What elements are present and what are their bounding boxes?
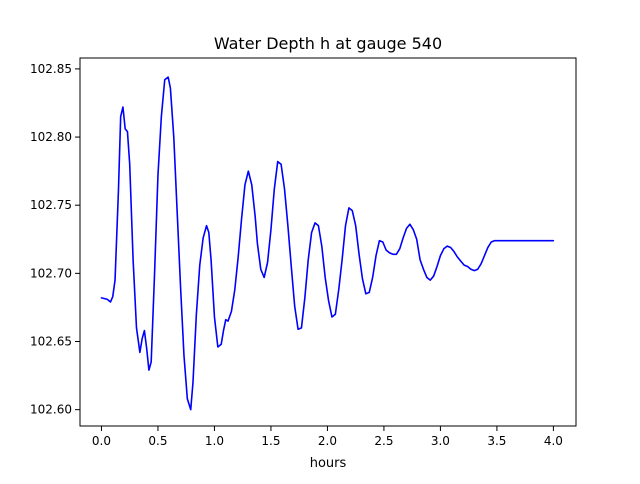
x-tick-label: 1.0	[205, 434, 224, 448]
x-axis-label: hours	[310, 456, 347, 471]
x-tick-label: 0.0	[92, 434, 111, 448]
x-tick-label: 4.0	[544, 434, 563, 448]
chart-title: Water Depth h at gauge 540	[214, 34, 442, 53]
y-tick-label: 102.80	[30, 130, 72, 144]
x-tick-label: 1.5	[261, 434, 280, 448]
series-line	[100, 76, 555, 411]
y-tick-label: 102.60	[30, 403, 72, 417]
x-tick-label: 3.5	[487, 434, 506, 448]
x-tick-label: 0.5	[148, 434, 167, 448]
y-tick-label: 102.75	[30, 198, 72, 212]
x-tick-label: 3.0	[431, 434, 450, 448]
plot-area	[100, 76, 555, 411]
x-tick-label: 2.5	[374, 434, 393, 448]
x-axis: 0.0 0.5 1.0 1.5 2.0 2.5 3.0 3.5 4.0	[92, 426, 563, 448]
axes-frame	[79, 57, 577, 427]
x-tick-label: 2.0	[318, 434, 337, 448]
y-axis: 102.60 102.65 102.70 102.75 102.80 102.85	[30, 62, 80, 417]
y-tick-label: 102.65	[30, 334, 72, 348]
y-tick-label: 102.85	[30, 62, 72, 76]
y-tick-label: 102.70	[30, 266, 72, 280]
